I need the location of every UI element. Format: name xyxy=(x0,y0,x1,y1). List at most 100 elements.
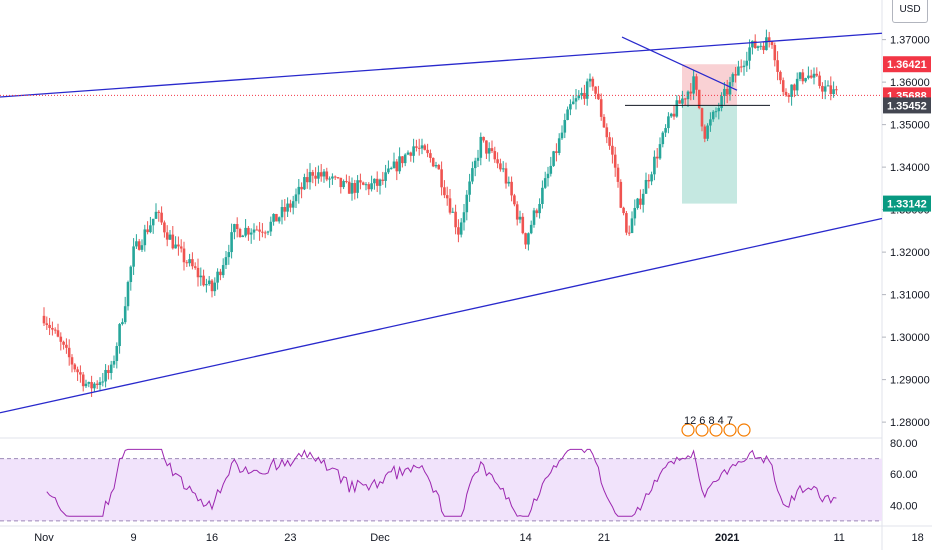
candle-body xyxy=(784,91,788,96)
time-tick-label: 18 xyxy=(911,532,923,544)
upper-trendline[interactable] xyxy=(0,32,883,98)
candle-body xyxy=(510,181,513,196)
candle-body xyxy=(345,181,348,183)
candle-body xyxy=(238,229,242,238)
candle-body xyxy=(781,80,785,92)
rsi-tick-label: 60.00 xyxy=(890,469,918,481)
candle-body xyxy=(67,347,71,358)
candle-body xyxy=(655,156,659,159)
candle-body xyxy=(311,172,315,176)
candle-body xyxy=(417,147,421,149)
candle-body xyxy=(294,194,298,202)
candle-body xyxy=(731,74,735,83)
price-tick-label: 1.28000 xyxy=(890,417,930,429)
candle-body xyxy=(101,381,105,383)
candle-body xyxy=(429,153,432,158)
price-tag xyxy=(883,195,931,212)
candle-body xyxy=(59,336,63,342)
time-tick-label: Dec xyxy=(370,532,390,544)
triangle-upper-line[interactable] xyxy=(621,36,738,91)
candle-body xyxy=(753,40,757,49)
candle-body xyxy=(703,126,707,139)
candle-body xyxy=(129,266,133,283)
candle-body xyxy=(420,145,424,149)
candle-body xyxy=(720,96,723,108)
candle-body xyxy=(289,203,292,208)
candle-body xyxy=(401,156,404,164)
candle-body xyxy=(297,186,301,195)
candle-body xyxy=(275,213,278,222)
candle-body xyxy=(459,222,463,235)
candle-body xyxy=(566,109,569,120)
event-icon[interactable] xyxy=(709,423,723,437)
candle-body xyxy=(370,183,373,190)
time-tick-label: 16 xyxy=(206,532,218,544)
candle-body xyxy=(521,216,525,234)
candle-body xyxy=(53,329,57,331)
candle-body xyxy=(571,101,575,105)
time-tick-label: 23 xyxy=(284,532,296,544)
candle-body xyxy=(378,179,382,186)
candle-body xyxy=(457,227,460,235)
candle-body xyxy=(230,232,233,253)
event-icon[interactable] xyxy=(695,423,709,437)
candle-body xyxy=(479,136,483,158)
candle-body xyxy=(552,151,555,166)
candle-body xyxy=(42,315,46,324)
candle-body xyxy=(622,207,625,214)
candle-body xyxy=(87,382,91,384)
candle-body xyxy=(574,98,578,102)
candle-body xyxy=(216,271,219,283)
candle-body xyxy=(303,177,306,190)
price-tick-label: 1.31000 xyxy=(890,290,930,302)
candle-body xyxy=(734,74,737,76)
candle-body xyxy=(157,211,161,213)
candle-body xyxy=(403,154,407,164)
candle-body xyxy=(353,183,357,193)
candle-body xyxy=(538,203,541,214)
candle-body xyxy=(48,324,51,328)
candle-body xyxy=(123,306,127,323)
candle-body xyxy=(501,168,505,170)
candle-body xyxy=(62,341,65,345)
candle-body xyxy=(835,89,838,91)
price-tick-label: 1.35000 xyxy=(890,120,930,132)
candle-body xyxy=(434,165,438,167)
candle-body xyxy=(451,211,455,213)
event-icon[interactable] xyxy=(737,423,751,437)
candle-body xyxy=(647,179,651,182)
time-tick-label: 9 xyxy=(131,532,137,544)
candle-body xyxy=(471,168,474,182)
candle-body xyxy=(177,244,180,247)
candle-body xyxy=(667,116,670,129)
candle-body xyxy=(149,225,152,233)
candle-body xyxy=(423,145,427,150)
price-tick-label: 1.29000 xyxy=(890,375,930,387)
candle-body xyxy=(440,169,443,188)
candle-body xyxy=(325,171,329,180)
candle-body xyxy=(608,137,611,146)
candle-body xyxy=(773,45,777,61)
candle-body xyxy=(776,60,779,72)
candle-body xyxy=(560,132,564,139)
price-tag xyxy=(883,56,931,73)
candle-body xyxy=(793,84,796,91)
candle-body xyxy=(801,72,805,82)
candle-body xyxy=(165,232,169,240)
candle-body xyxy=(807,75,810,79)
candle-body xyxy=(135,241,138,247)
candle-body xyxy=(767,37,771,42)
event-icon[interactable] xyxy=(723,423,737,437)
candle-body xyxy=(678,100,681,104)
candle-body xyxy=(339,177,343,188)
candle-body xyxy=(546,173,550,179)
candle-body xyxy=(121,322,124,325)
candle-body xyxy=(591,78,595,87)
event-icon[interactable] xyxy=(681,423,695,437)
lower-trendline[interactable] xyxy=(0,217,883,414)
candle-body xyxy=(599,99,603,117)
candle-body xyxy=(213,282,217,292)
currency-selector[interactable]: USD xyxy=(892,0,928,23)
candle-body xyxy=(616,167,620,182)
